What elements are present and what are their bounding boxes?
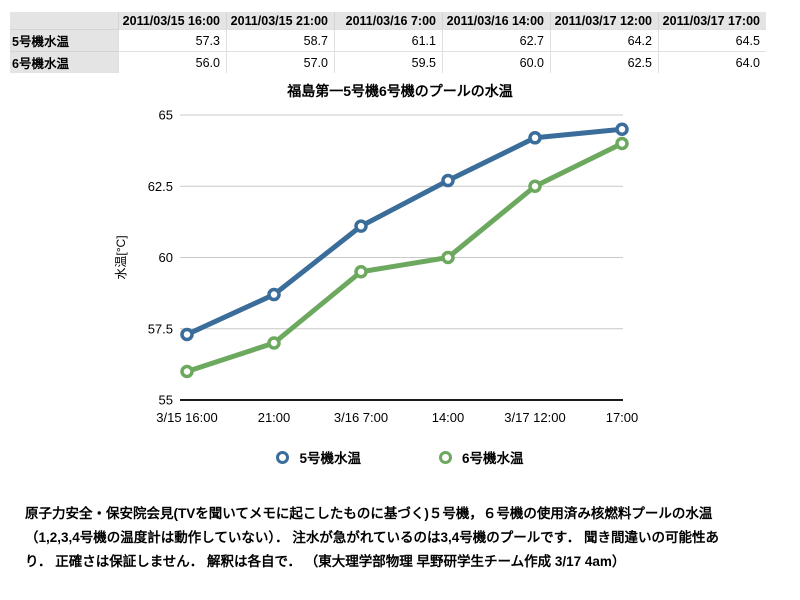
data-point-marker: [180, 364, 194, 379]
legend-marker-icon: [439, 450, 452, 464]
table-row-label: 6号機水温: [10, 51, 119, 73]
footnote-line: り． 正確さは保証しません． 解釈は各自で． （東大理学部物理 早野研学生チーム…: [25, 554, 626, 569]
chart-title: 福島第一5号機6号機のプールの水温: [287, 83, 513, 99]
table-cell-value: 62.5: [550, 51, 659, 73]
table-cell-value: 57.0: [226, 51, 335, 73]
chart-legend: 5号機水温 6号機水温: [0, 447, 800, 467]
y-tick-label: 62.5: [148, 179, 173, 194]
table-header-row: 2011/03/15 16:00 2011/03/15 21:00 2011/03/…: [10, 12, 766, 30]
legend-label: 6号機水温: [462, 451, 524, 466]
x-tick-label: 17:00: [606, 410, 639, 425]
table-row: 6号機水温 56.0 57.0 59.5 60.0 62.5 64.0: [10, 51, 766, 73]
x-tick-label: 3/15 16:00: [156, 410, 217, 425]
table-column-header: 2011/03/15 21:00: [226, 12, 335, 30]
legend-label: 5号機水温: [299, 451, 361, 466]
temperature-table-head: 2011/03/15 16:00 2011/03/15 21:00 2011/03/…: [10, 12, 766, 30]
x-tick-label: 21:00: [258, 410, 291, 425]
data-point-marker: [267, 287, 281, 302]
temperature-table-wrap: 2011/03/15 16:00 2011/03/15 21:00 2011/03/…: [10, 12, 766, 73]
table-corner-cell: [10, 12, 119, 30]
series-line: [184, 141, 625, 374]
data-point-marker: [528, 131, 542, 145]
table-cell-value: 60.0: [442, 51, 551, 73]
table-cell-value: 64.2: [550, 29, 659, 52]
data-point-marker: [528, 179, 542, 193]
x-tick-label: 14:00: [432, 410, 465, 425]
y-tick-label: 57.5: [148, 321, 173, 336]
legend-item: 5号機水温: [276, 447, 361, 467]
data-point-marker: [267, 336, 281, 350]
table-column-header: 2011/03/17 12:00: [550, 12, 659, 30]
x-tick-label: 3/17 12:00: [504, 410, 565, 425]
table-cell-value: 61.1: [334, 29, 443, 52]
table-row: 5号機水温 57.3 58.7 61.1 62.7 64.2 64.5: [10, 29, 766, 52]
table-row-label: 5号機水温: [10, 29, 119, 52]
data-point-marker: [615, 136, 629, 151]
legend-marker-icon: [276, 450, 290, 464]
table-cell-value: 57.3: [118, 29, 227, 52]
table-cell-value: 64.5: [658, 29, 766, 52]
data-point-marker: [441, 250, 455, 265]
line-chart: 55 57.5 60 62.5 65 水温[°C] 3/15 16:00 21:00 3/16 …: [114, 108, 639, 426]
table-cell-value: 64.0: [658, 51, 766, 73]
y-axis-title: 水温[°C]: [114, 235, 128, 279]
table-column-header: 2011/03/15 16:00: [118, 12, 227, 30]
table-cell-value: 58.7: [226, 29, 335, 52]
table-column-header: 2011/03/17 17:00: [658, 12, 766, 30]
data-point-marker: [354, 219, 368, 233]
x-tick-label: 3/16 7:00: [334, 410, 388, 425]
y-tick-label: 60: [159, 250, 173, 265]
y-tick-label: 65: [159, 108, 173, 123]
y-tick-label: 55: [159, 393, 173, 408]
temperature-table-body: 5号機水温 57.3 58.7 61.1 62.7 64.2 64.5 6号機水温 56.0 57…: [10, 29, 766, 73]
data-point-marker: [615, 122, 629, 136]
table-cell-value: 56.0: [118, 51, 227, 73]
data-point-marker: [441, 173, 455, 188]
footnote-line: 原子力安全・保安院会見(TVを聞いてメモに起こしたものに基づく)５号機，６号機の…: [25, 506, 713, 521]
legend-item: 6号機水温: [439, 447, 524, 467]
series-line: [184, 126, 625, 337]
table-cell-value: 59.5: [334, 51, 443, 73]
table-column-header: 2011/03/16 7:00: [334, 12, 443, 30]
table-cell-value: 62.7: [442, 29, 551, 52]
footnote-line: （1,2,3,4号機の温度計は動作していない）． 注水が急がれているのは3,4号…: [25, 530, 719, 545]
data-point-marker: [180, 327, 194, 342]
table-column-header: 2011/03/16 14:00: [442, 12, 551, 30]
footnote-text: 原子力安全・保安院会見(TVを聞いてメモに起こしたものに基づく)５号機，６号機の…: [25, 502, 785, 574]
data-point-marker: [354, 265, 368, 279]
temperature-table: 2011/03/15 16:00 2011/03/15 21:00 2011/03/…: [10, 12, 766, 73]
